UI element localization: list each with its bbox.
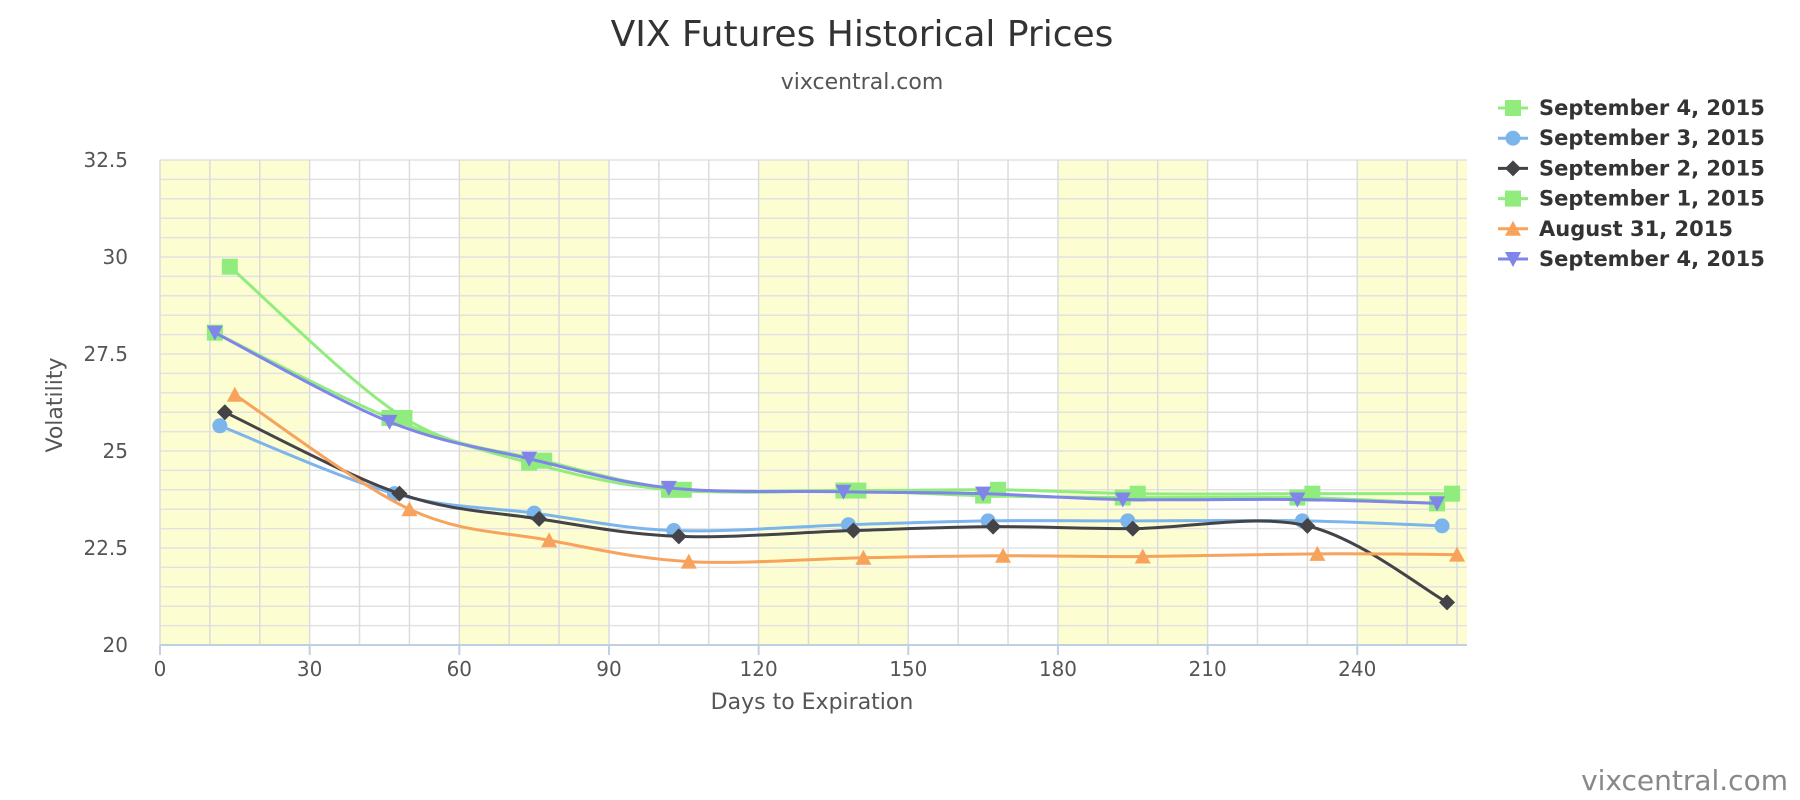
y-tick-label: 20 [103,633,128,657]
triangle-marker[interactable] [1309,545,1326,561]
diamond-marker [1505,160,1521,177]
diamond-marker[interactable] [1124,520,1141,537]
triangle-down-marker[interactable] [381,414,398,430]
axes: 0 30 60 90 120 150 180 210 240 20 22.5 25 27.5 30 32.5 [83,148,1467,681]
triangle-marker[interactable] [995,547,1012,563]
series-line[interactable] [214,331,1438,505]
y-tick-label: 27.5 [83,342,128,366]
triangle-down-marker[interactable] [521,451,538,467]
square-marker [1505,190,1521,207]
x-tick-label: 30 [297,657,322,681]
legend-item[interactable]: September 3, 2015 [1498,126,1765,150]
triangle-marker[interactable] [1449,546,1466,562]
legend-label: September 4, 2015 [1539,247,1765,271]
diamond-marker[interactable] [1439,594,1456,611]
triangle-down-marker[interactable] [1429,496,1446,512]
triangle-down-marker[interactable] [1114,492,1131,508]
x-tick-label: 0 [154,657,167,681]
legend-label: September 3, 2015 [1539,126,1765,150]
legend: September 4, 2015 September 3, 2015 Septem… [1498,96,1765,271]
shaded-band [1357,160,1467,645]
shaded-band [160,160,310,645]
x-tick-label: 60 [447,657,472,681]
diamond-marker[interactable] [985,518,1002,535]
legend-item[interactable]: September 2, 2015 [1498,156,1765,180]
shaded-bands [160,160,1467,645]
triangle-marker[interactable] [541,532,558,548]
legend-label: September 4, 2015 [1539,96,1765,120]
x-tick-label: 150 [889,657,927,681]
legend-item[interactable]: September 4, 2015 [1498,96,1765,120]
triangle-marker[interactable] [226,386,243,402]
legend-item[interactable]: September 1, 2015 [1498,187,1765,211]
shaded-band [1057,160,1208,645]
triangle-down-marker [1505,252,1521,267]
circle-marker [1505,130,1521,146]
diamond-marker[interactable] [531,510,548,527]
x-axis-title: Days to Expiration [711,690,914,715]
y-tick-label: 22.5 [83,536,128,560]
diamond-marker[interactable] [1299,517,1316,534]
circle-marker[interactable] [212,418,228,434]
diamond-marker[interactable] [391,485,408,502]
square-marker[interactable] [1444,485,1461,502]
shaded-band [758,160,909,645]
triangle-down-marker[interactable] [835,484,852,500]
diamond-marker[interactable] [845,522,862,539]
series-line[interactable] [234,393,1458,564]
triangle-down-marker[interactable] [660,480,677,496]
legend-item[interactable]: August 31, 2015 [1498,217,1733,241]
credit-text[interactable]: vixcentral.com [1581,764,1788,797]
series-5 [226,386,1466,569]
x-tick-label: 120 [740,657,778,681]
triangle-down-marker[interactable] [206,325,223,341]
square-marker [1505,100,1521,116]
triangle-down-marker[interactable] [1289,492,1306,508]
triangle-marker [1505,220,1521,236]
triangle-marker[interactable] [1134,548,1151,564]
series-3 [216,404,1456,611]
legend-item[interactable]: September 4, 2015 [1498,247,1765,271]
x-tick-label: 240 [1338,657,1376,681]
legend-label: September 1, 2015 [1539,187,1765,211]
square-marker[interactable] [221,258,238,275]
chart-subtitle: vixcentral.com [781,70,944,95]
circle-marker[interactable] [1434,518,1450,534]
series-layer [206,258,1466,611]
x-tick-label: 210 [1189,657,1227,681]
shaded-band [459,160,609,645]
series-6 [206,325,1446,512]
y-tick-label: 30 [103,245,128,269]
triangle-down-marker[interactable] [975,486,992,502]
triangle-marker[interactable] [855,549,872,565]
legend-label: August 31, 2015 [1539,217,1733,241]
triangle-marker[interactable] [680,553,697,569]
y-tick-label: 25 [103,439,128,463]
triangle-marker[interactable] [401,501,418,517]
diamond-marker[interactable] [670,528,687,545]
y-axis-title: Volatility [43,357,68,452]
grid [159,159,1467,646]
x-tick-label: 90 [596,657,621,681]
y-tick-label: 32.5 [83,148,128,172]
x-tick-label: 180 [1039,657,1077,681]
diamond-marker[interactable] [216,404,233,421]
legend-label: September 2, 2015 [1539,156,1765,180]
chart-title: VIX Futures Historical Prices [611,14,1114,55]
